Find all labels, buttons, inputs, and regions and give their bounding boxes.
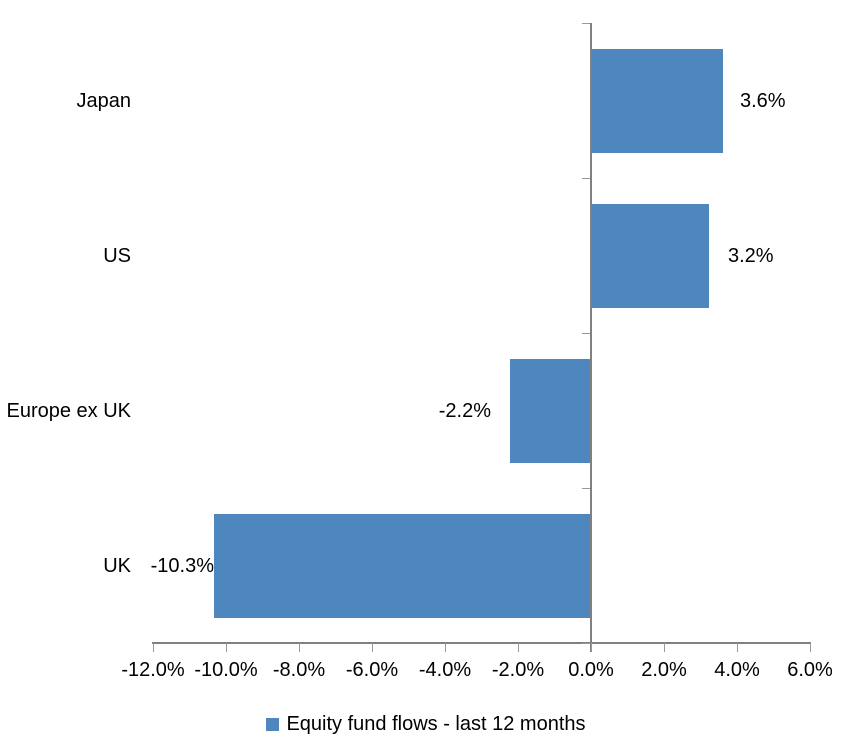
x-tick bbox=[372, 643, 373, 652]
x-tick bbox=[153, 643, 154, 652]
x-tick-label: 2.0% bbox=[641, 659, 687, 681]
legend-marker bbox=[266, 717, 280, 731]
x-axis-line bbox=[152, 642, 811, 644]
x-tick bbox=[810, 643, 811, 652]
bar bbox=[509, 359, 590, 463]
data-label: 3.6% bbox=[740, 90, 786, 112]
x-tick-label: -12.0% bbox=[121, 659, 185, 681]
x-tick bbox=[226, 643, 227, 652]
x-tick-label: -6.0% bbox=[345, 659, 399, 681]
category-label: Europe ex UK bbox=[6, 400, 131, 422]
x-tick bbox=[591, 643, 592, 652]
bar bbox=[214, 514, 590, 618]
x-tick-label: -8.0% bbox=[272, 659, 326, 681]
x-tick-label: 6.0% bbox=[787, 659, 833, 681]
x-tick-label: 0.0% bbox=[568, 659, 614, 681]
category-label: US bbox=[103, 245, 131, 267]
category-tick bbox=[582, 488, 590, 489]
x-tick bbox=[445, 643, 446, 652]
legend: Equity fund flows - last 12 months bbox=[0, 708, 852, 740]
category-label: Japan bbox=[76, 90, 132, 112]
x-tick bbox=[518, 643, 519, 652]
x-tick bbox=[737, 643, 738, 652]
x-tick-label: -10.0% bbox=[194, 659, 258, 681]
legend-label: Equity fund flows - last 12 months bbox=[286, 713, 586, 735]
category-tick bbox=[582, 643, 590, 644]
category-label: UK bbox=[103, 555, 131, 577]
x-tick-label: -2.0% bbox=[491, 659, 545, 681]
bar bbox=[592, 204, 709, 308]
data-label: 3.2% bbox=[728, 245, 774, 267]
bar bbox=[592, 49, 724, 153]
category-tick bbox=[582, 178, 590, 179]
y-axis-line bbox=[590, 23, 592, 652]
x-tick bbox=[664, 643, 665, 652]
data-label: -2.2% bbox=[438, 400, 491, 422]
x-tick-label: 4.0% bbox=[714, 659, 760, 681]
category-tick bbox=[582, 333, 590, 334]
category-tick bbox=[582, 23, 590, 24]
x-tick bbox=[299, 643, 300, 652]
data-label: -10.3% bbox=[150, 555, 214, 577]
x-tick-label: -4.0% bbox=[418, 659, 472, 681]
